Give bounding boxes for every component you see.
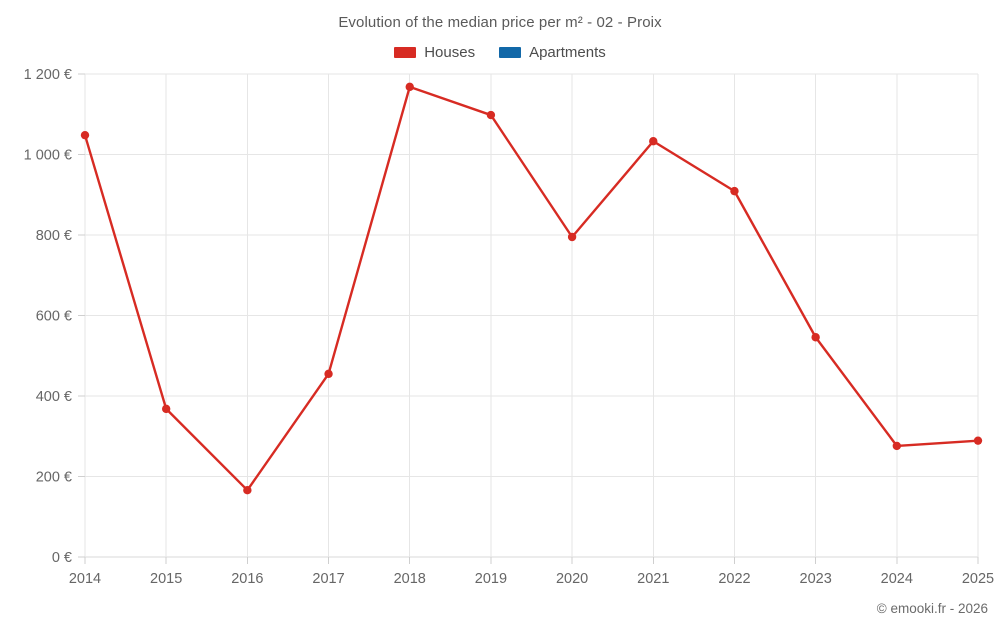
x-tick-label: 2015 [150,571,182,587]
data-point-houses[interactable] [243,485,252,495]
x-tick-label: 2017 [312,571,344,587]
grid-layer [84,73,979,558]
x-tick-label: 2023 [800,571,832,587]
y-tick-label: 0 € [52,550,72,566]
x-tick-label: 2019 [475,571,507,587]
data-point-houses[interactable] [486,110,496,120]
data-point-houses[interactable] [892,441,902,451]
y-tick-label: 800 € [36,228,72,244]
data-point-houses[interactable] [649,137,658,146]
x-axis-ticks: 2014 2015 2016 2017 2018 2019 2020 2021 2022 2023… [69,557,994,587]
legend-swatch-houses-icon [394,47,417,58]
chart-title: Evolution of the median price per m² - 0… [338,14,662,31]
legend-label-apartments: Apartments [529,44,606,61]
data-point-houses[interactable] [567,232,577,242]
data-point-houses[interactable] [324,369,333,379]
x-tick-label: 2014 [69,571,101,587]
data-point-houses[interactable] [161,404,171,414]
x-tick-label: 2020 [556,571,588,587]
data-point-houses[interactable] [811,333,820,342]
data-point-houses[interactable] [405,82,414,92]
x-tick-label: 2021 [637,571,669,587]
legend-item-houses[interactable]: Houses [394,44,475,61]
y-tick-label: 1 000 € [24,148,72,164]
x-tick-label: 2016 [231,571,263,587]
series-line-houses [83,85,980,492]
y-tick-label: 400 € [36,389,72,405]
x-tick-label: 2018 [394,571,426,587]
y-tick-label: 1 200 € [24,67,72,83]
legend-item-apartments[interactable]: Apartments [499,44,606,61]
series-layer [80,82,983,495]
chart-legend: Houses Apartments [0,44,1000,61]
data-point-houses[interactable] [730,186,739,196]
y-tick-label: 600 € [36,309,72,325]
legend-swatch-apartments-icon [499,47,522,58]
y-tick-label: 200 € [36,470,72,486]
legend-label-houses: Houses [424,44,476,61]
x-tick-label: 2022 [718,571,750,587]
x-tick-label: 2025 [962,571,994,587]
data-point-houses[interactable] [80,130,90,140]
data-point-houses[interactable] [973,436,983,445]
copyright-credit: © emooki.fr - 2026 [876,601,988,616]
y-axis-ticks: 0 € 200 € 400 € 600 € 800 € 1 000 € 1 200 € [24,67,85,566]
x-tick-label: 2024 [881,571,913,587]
